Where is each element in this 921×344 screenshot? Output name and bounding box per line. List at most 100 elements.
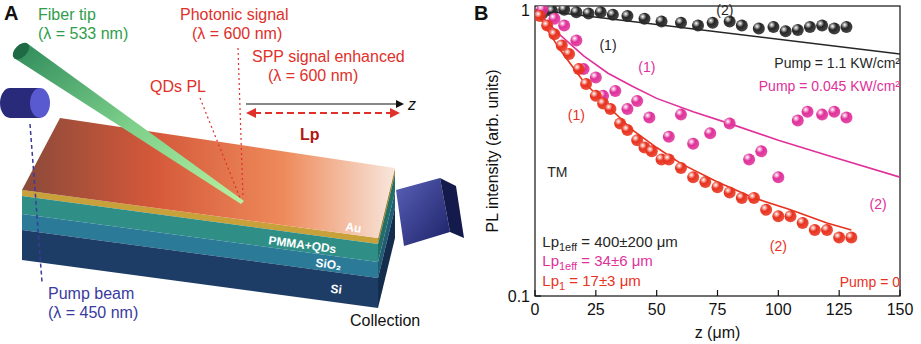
fiber-end [10, 40, 33, 63]
annotation-part: = 400±200 μm [577, 233, 678, 250]
label: Fiber tip [38, 6, 96, 23]
data-point [724, 118, 736, 130]
data-point [767, 21, 779, 33]
layer-label: PMMA+QDs [268, 233, 338, 256]
data-point [828, 22, 840, 34]
annotation-part: Lp [542, 272, 559, 289]
label: Photonic signal [180, 6, 289, 23]
data-point [755, 145, 767, 157]
label: Lp [300, 126, 320, 143]
data-point [821, 224, 833, 236]
annotation: Lp1 = 17±3 μm [542, 272, 640, 292]
label: SPP signal enhanced [252, 48, 405, 65]
data-point [772, 210, 784, 222]
annotation: (2) [870, 196, 887, 212]
label: QDs PL [150, 78, 206, 95]
data-point [583, 7, 595, 19]
x-axis-title: z (μm) [695, 324, 741, 341]
data-point [675, 17, 687, 29]
plot-data [535, 6, 900, 244]
data-point [816, 20, 828, 32]
pump-line [30, 124, 42, 282]
data-point [687, 171, 699, 183]
layer-label: SiO₂ [315, 256, 343, 273]
x-tick-label: 75 [709, 301, 727, 318]
signal-line [200, 98, 240, 198]
data-point [570, 6, 582, 18]
data-point [736, 20, 748, 32]
data-point [558, 20, 570, 32]
x-tick [595, 290, 596, 296]
data-point [570, 35, 582, 47]
layer-label: Si [330, 282, 343, 297]
annotation: (2) [770, 238, 787, 254]
z-arrow [396, 100, 404, 108]
label: (λ = 600 nm) [268, 67, 358, 84]
data-point [548, 28, 560, 40]
plot-frame [535, 6, 900, 296]
data-point [840, 21, 852, 33]
label: z [407, 96, 416, 113]
data-point [816, 109, 828, 121]
data-point [563, 48, 575, 60]
data-point [840, 112, 852, 124]
fit-line [535, 10, 900, 178]
y-tick [535, 295, 541, 296]
y-axis-title: PL intensity (arb. units) [484, 69, 501, 232]
annotation-part: 1eff [559, 241, 578, 253]
label: Pump beam [48, 285, 134, 302]
data-point [604, 103, 616, 115]
x-tick-label: 50 [648, 301, 666, 318]
annotation-part: Lp [542, 233, 559, 250]
y-tick-label: 1 [521, 2, 530, 19]
data-point [607, 9, 619, 21]
data-point [631, 95, 643, 107]
fiber [14, 44, 244, 204]
slab-layer [22, 230, 378, 308]
data-point [656, 15, 668, 27]
x-tick-label: 25 [587, 301, 605, 318]
data-point [792, 115, 804, 127]
x-tick [534, 290, 535, 296]
data-point [828, 106, 840, 118]
data-point [558, 6, 570, 16]
label: (λ = 533 nm) [38, 25, 128, 42]
signal-line [238, 48, 243, 198]
data-point [687, 138, 699, 150]
data-point [748, 192, 760, 204]
label: (λ = 600 nm) [192, 25, 282, 42]
data-point [595, 6, 607, 18]
data-point [675, 109, 687, 121]
data-point [590, 71, 602, 83]
label: Collection [350, 312, 420, 329]
data-point [663, 153, 675, 165]
annotation-part: Lp [542, 252, 559, 269]
annotation: (1) [568, 107, 585, 123]
data-point [712, 181, 724, 193]
data-point [643, 112, 655, 124]
data-point [833, 232, 845, 244]
lp-head [246, 108, 256, 118]
x-tick [839, 290, 840, 296]
annotation-part: 1eff [559, 260, 578, 272]
figure: A Fiber tip (λ = 533 nm) Photonic signal (λ … [0, 0, 921, 344]
data-point [621, 103, 633, 115]
label: (λ = 450 nm) [48, 304, 138, 321]
data-point [780, 25, 792, 37]
annotation: Lp1eff = 400±200 μm [542, 233, 678, 253]
annotation: (2) [716, 2, 733, 18]
data-point [663, 131, 675, 143]
data-point [704, 127, 716, 139]
z-axis [246, 103, 398, 104]
panel-letter: A [4, 2, 18, 24]
data-point [675, 162, 687, 174]
data-point [580, 78, 592, 90]
annotation: Pump = 1.1 KW/cm² [774, 55, 900, 71]
annotation: (1) [638, 59, 655, 75]
annotation: (1) [599, 37, 616, 53]
data-point [736, 192, 748, 204]
data-point [797, 217, 809, 229]
panel-a: A Fiber tip (λ = 533 nm) Photonic signal (λ … [0, 2, 464, 329]
data-point [785, 210, 797, 222]
x-tick [899, 290, 900, 296]
